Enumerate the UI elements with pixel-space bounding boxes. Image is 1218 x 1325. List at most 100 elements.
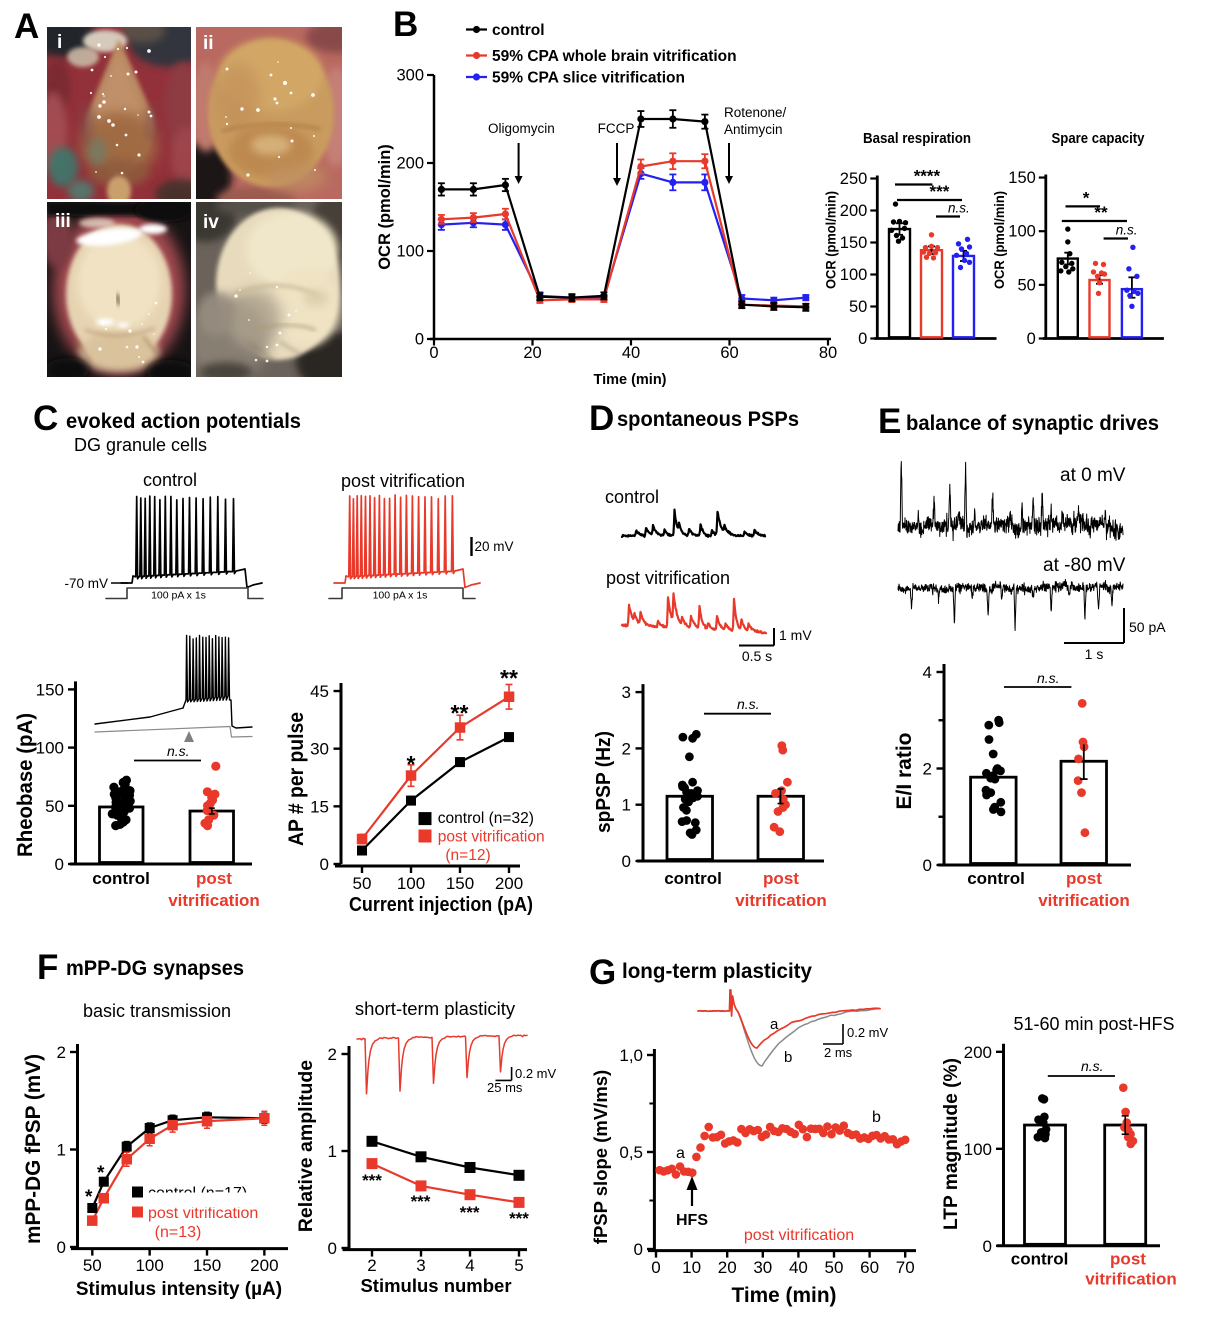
svg-text:1: 1 (622, 796, 631, 815)
svg-text:control: control (92, 869, 150, 888)
svg-text:Antimycin: Antimycin (724, 122, 783, 137)
svg-text:***: *** (460, 1203, 480, 1222)
svg-text:n.s.: n.s. (1116, 223, 1138, 238)
svg-text:control: control (605, 487, 659, 507)
svg-text:****: **** (914, 167, 941, 186)
svg-text:E: E (878, 402, 901, 441)
svg-text:E/I ratio: E/I ratio (893, 732, 916, 809)
svg-text:post: post (763, 869, 799, 888)
svg-text:b: b (784, 1049, 792, 1066)
svg-text:150: 150 (193, 1256, 221, 1275)
svg-text:200: 200 (964, 1043, 992, 1062)
svg-text:LTP magnitude (%): LTP magnitude (%) (941, 1058, 962, 1230)
svg-text:G: G (589, 953, 616, 992)
svg-text:3: 3 (416, 1256, 425, 1275)
svg-text:59% CPA slice vitrification: 59% CPA slice vitrification (492, 70, 685, 87)
svg-text:2 ms: 2 ms (824, 1045, 853, 1060)
svg-text:HFS: HFS (676, 1212, 708, 1229)
svg-text:post vitrification: post vitrification (341, 471, 465, 491)
svg-text:control (n=32): control (n=32) (438, 810, 534, 827)
svg-text:(n=13): (n=13) (155, 1224, 202, 1241)
svg-text:basic transmission: basic transmission (83, 1001, 231, 1021)
svg-text:i: i (57, 32, 62, 53)
svg-text:0.5 s: 0.5 s (742, 648, 772, 664)
svg-text:2: 2 (57, 1043, 66, 1062)
svg-text:100: 100 (396, 243, 424, 261)
svg-text:at -80 mV: at -80 mV (1043, 555, 1126, 576)
svg-text:1 s: 1 s (1085, 646, 1104, 662)
svg-text:150: 150 (1008, 169, 1036, 187)
svg-text:***: *** (509, 1209, 529, 1228)
svg-text:DG granule cells: DG granule cells (74, 435, 207, 455)
svg-text:*: * (85, 1187, 93, 1208)
svg-text:2: 2 (923, 760, 932, 779)
svg-text:ii: ii (203, 33, 214, 54)
svg-text:0: 0 (651, 1258, 660, 1277)
svg-text:control: control (1011, 1250, 1069, 1269)
svg-text:Relative amplitude: Relative amplitude (295, 1060, 317, 1232)
svg-text:0: 0 (1027, 330, 1036, 348)
svg-text:***: *** (930, 182, 950, 201)
svg-text:balance of synaptic drives: balance of synaptic drives (906, 412, 1159, 435)
svg-text:50: 50 (83, 1256, 102, 1275)
svg-text:spontaneous PSPs: spontaneous PSPs (617, 408, 799, 431)
svg-text:60: 60 (860, 1258, 879, 1277)
svg-text:long-term plasticity: long-term plasticity (622, 960, 812, 983)
svg-text:20 mV: 20 mV (475, 539, 514, 554)
svg-text:45: 45 (310, 682, 329, 701)
svg-text:vitrification: vitrification (1038, 891, 1130, 910)
svg-text:mPP-DG fPSP (mV): mPP-DG fPSP (mV) (22, 1054, 45, 1244)
svg-text:post vitrification: post vitrification (606, 568, 730, 588)
svg-text:1: 1 (57, 1141, 66, 1160)
svg-text:25 ms: 25 ms (487, 1080, 523, 1095)
svg-text:100: 100 (36, 739, 64, 758)
svg-text:150: 150 (36, 680, 64, 699)
svg-text:20: 20 (523, 344, 541, 362)
svg-text:FCCP: FCCP (598, 121, 635, 136)
svg-text:post vitrification: post vitrification (438, 828, 545, 845)
svg-text:**: ** (500, 665, 518, 691)
svg-text:OCR (pmol/min): OCR (pmol/min) (991, 191, 1007, 289)
svg-text:200: 200 (840, 202, 868, 220)
svg-text:C: C (33, 399, 58, 438)
svg-text:F: F (37, 948, 58, 987)
svg-text:control: control (664, 869, 722, 888)
svg-text:0: 0 (634, 1240, 643, 1259)
svg-text:n.s.: n.s. (737, 696, 760, 712)
svg-text:0: 0 (622, 852, 631, 871)
svg-text:200: 200 (495, 874, 523, 893)
svg-text:mPP-DG synapses: mPP-DG synapses (66, 957, 244, 980)
svg-text:Spare capacity: Spare capacity (1052, 130, 1146, 147)
svg-text:at 0 mV: at 0 mV (1060, 465, 1126, 486)
svg-text:5: 5 (514, 1256, 523, 1275)
svg-text:Time (min): Time (min) (732, 1284, 837, 1307)
svg-text:a: a (770, 1016, 779, 1033)
svg-text:a: a (676, 1145, 685, 1162)
svg-text:100: 100 (397, 874, 425, 893)
svg-text:40: 40 (789, 1258, 808, 1277)
svg-text:control: control (492, 22, 545, 39)
svg-text:100: 100 (135, 1256, 163, 1275)
svg-text:vitrification: vitrification (168, 891, 260, 910)
svg-text:control: control (143, 470, 197, 490)
svg-text:n.s.: n.s. (948, 201, 970, 216)
svg-text:2: 2 (328, 1045, 337, 1064)
svg-text:fPSP slope (mV/ms): fPSP slope (mV/ms) (590, 1070, 611, 1244)
svg-text:0: 0 (923, 856, 932, 875)
svg-text:***: *** (411, 1192, 431, 1211)
svg-text:Rotenone/: Rotenone/ (724, 105, 787, 120)
svg-text:**: ** (451, 700, 469, 726)
svg-text:51-60 min post-HFS: 51-60 min post-HFS (1013, 1014, 1174, 1034)
svg-text:post: post (1110, 1250, 1146, 1269)
svg-text:B: B (393, 5, 418, 44)
svg-text:Basal respiration: Basal respiration (863, 130, 971, 147)
svg-text:15: 15 (310, 797, 329, 816)
svg-text:A: A (14, 7, 39, 46)
svg-text:Time (min): Time (min) (593, 372, 666, 388)
svg-text:spPSP (Hz): spPSP (Hz) (593, 731, 615, 833)
svg-text:20: 20 (718, 1258, 737, 1277)
svg-text:*: * (1083, 188, 1090, 207)
svg-text:0: 0 (415, 331, 424, 349)
svg-text:30: 30 (753, 1258, 772, 1277)
svg-text:post: post (1066, 869, 1102, 888)
